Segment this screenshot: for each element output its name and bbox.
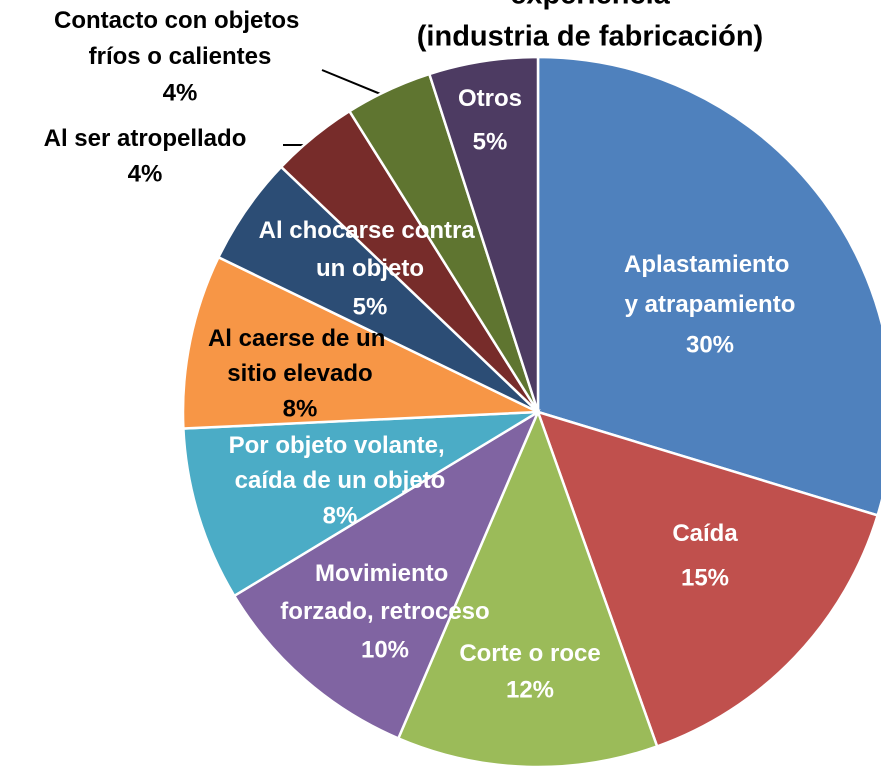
slice-value-label: 4%: [128, 160, 163, 187]
slice-label: Contacto con objetos fríos o calientes: [54, 7, 306, 70]
pie-slice: [396, 408, 659, 769]
slice-value-label: 8%: [283, 395, 318, 422]
pie-slice: [535, 410, 880, 749]
slice-value-label: 4%: [163, 79, 198, 106]
slice-value-label: 10%: [361, 636, 409, 663]
slice-label: Por objeto volante, caída de un objeto: [229, 432, 452, 494]
chart-title: experiencia: [510, 0, 670, 11]
slice-value-label: 5%: [473, 128, 508, 155]
pie-slice: [181, 255, 539, 430]
slice-label: Corte o roce: [459, 640, 600, 667]
chart-title: (industria de fabricación): [417, 21, 763, 53]
slice-label: Caída: [672, 520, 738, 547]
pie-slice: [182, 410, 539, 598]
slice-value-label: 15%: [681, 564, 729, 591]
slice-label: Otros: [458, 85, 522, 112]
slice-value-label: 12%: [506, 676, 554, 703]
slice-label: Al ser atropellado: [44, 125, 247, 152]
slice-label: Aplastamiento y atrapamiento: [624, 251, 796, 318]
slice-label: Al chocarse contra un objeto: [259, 217, 482, 282]
pie-slice: [427, 55, 540, 413]
slice-label: Movimiento forzado, retroceso: [280, 560, 489, 625]
slice-label: Al caerse de un sitio elevado: [208, 325, 392, 387]
slice-value-label: 8%: [323, 502, 358, 529]
slice-value-label: 5%: [353, 293, 388, 320]
pie-slice: [232, 408, 541, 741]
pie-slice: [536, 55, 881, 517]
slice-value-label: 30%: [686, 331, 734, 358]
